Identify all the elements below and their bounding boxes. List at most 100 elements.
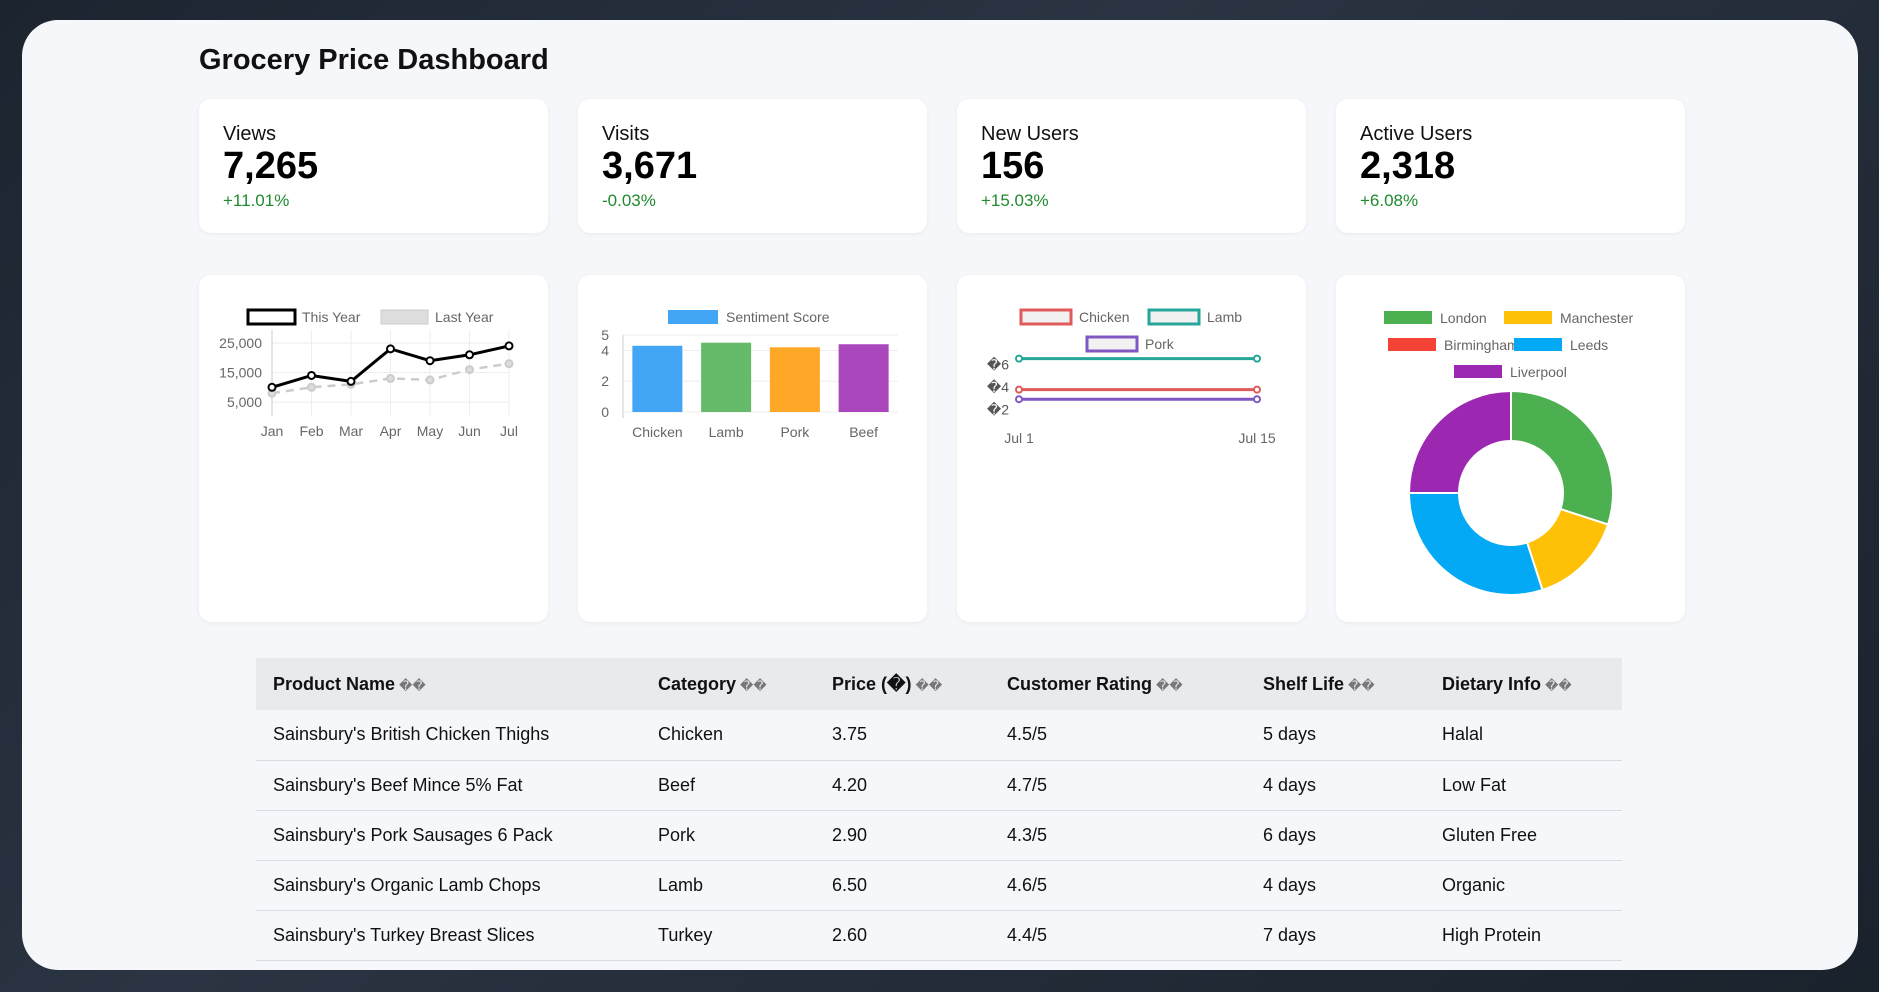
stat-change: +6.08% [1360, 191, 1419, 210]
table-row: Sainsbury's Pork Sausages 6 Pack Pork 2.… [256, 810, 1622, 860]
y-tick-label: 0 [601, 404, 609, 420]
column-header-shelf-life[interactable]: Shelf Life �� [1263, 673, 1375, 694]
sentiment-bar-chart: Sentiment Score 0 2 45 Chicken Lamb Pork Beef [601, 309, 898, 440]
product-table: Product Name �� Category �� Price (�) �� Cu… [256, 658, 1622, 961]
cell-category: Beef [658, 774, 696, 795]
table-header-row: Product Name �� Category �� Price (�) �� Cu… [256, 658, 1622, 710]
legend-swatch [1384, 311, 1432, 324]
page-title: Grocery Price Dashboard [199, 44, 549, 76]
stat-card-new-users: New Users 156 +15.03% [957, 99, 1306, 233]
data-point [465, 350, 474, 360]
cell-category: Lamb [658, 874, 704, 895]
x-tick-label: Beef [849, 424, 878, 440]
stat-value: 156 [981, 145, 1045, 187]
table-row: Sainsbury's Beef Mince 5% Fat Beef 4.20 … [256, 760, 1622, 810]
stat-change: +11.01% [223, 191, 290, 210]
cell-price: 2.90 [832, 824, 868, 845]
cell-price: 2.60 [832, 924, 868, 945]
cell-shelf-life: 6 days [1263, 824, 1317, 845]
slice-london [1510, 389, 1614, 526]
cell-category: Chicken [658, 724, 724, 745]
product-table-container: Product Name �� Category �� Price (�) �� Cu… [256, 658, 1622, 961]
table-row: Sainsbury's Turkey Breast Slices Turkey … [256, 910, 1622, 960]
sort-icon: �� [399, 677, 426, 693]
data-point [425, 375, 435, 385]
stat-label: Active Users [1360, 123, 1473, 145]
cell-rating: 4.7/5 [1007, 774, 1048, 795]
data-point [1253, 385, 1261, 394]
data-point [307, 370, 316, 380]
data-point [1015, 385, 1023, 394]
cell-shelf-life: 5 days [1263, 724, 1317, 745]
cell-shelf-life: 7 days [1263, 924, 1317, 945]
sort-icon: �� [740, 677, 767, 693]
x-tick-label: Jul 1 [1004, 430, 1034, 446]
sort-icon: �� [1156, 677, 1183, 693]
cell-rating: 4.4/5 [1007, 924, 1048, 945]
cell-rating: 4.5/5 [1007, 724, 1048, 745]
legend-label: Sentiment Score [726, 309, 830, 325]
x-tick-label: May [417, 423, 443, 439]
cell-dietary-info: Gluten Free [1442, 824, 1538, 845]
x-tick-label: Chicken [632, 424, 683, 440]
data-point [425, 356, 435, 366]
legend-label: Last Year [435, 309, 494, 325]
y-tick-label: 5 [601, 327, 609, 343]
x-tick-label: Feb [299, 423, 323, 439]
sort-icon: �� [1348, 677, 1375, 693]
cell-dietary-info: Low Fat [1442, 774, 1507, 795]
data-point [465, 365, 474, 375]
legend-label: Liverpool [1510, 364, 1567, 380]
views-line-chart: This Year Last Year 5,000 15,000 25,000 Jan Fe… [219, 308, 518, 439]
legend-swatch [1147, 308, 1201, 326]
chart-card-views-trend: This Year Last Year 5,000 15,000 25,000 Jan Fe… [199, 275, 548, 622]
cell-product-name: Sainsbury's Organic Lamb Chops [273, 874, 541, 895]
cell-price: 3.75 [832, 724, 868, 745]
dashboard-frame: Grocery Price Dashboard Views 7,265 +11.… [22, 20, 1858, 970]
y-tick-label: 5,000 [227, 394, 262, 410]
column-header-price[interactable]: Price (�) �� [832, 673, 943, 694]
y-tick-label: �2 [987, 401, 1009, 417]
legend-label: Manchester [1560, 310, 1633, 326]
chart-card-prices: Chicken Lamb Pork �2 �4 �6 Jul 1 Jul 15 [957, 275, 1306, 622]
legend-label: Lamb [1207, 309, 1242, 325]
column-header-category[interactable]: Category �� [658, 673, 767, 694]
legend-swatch [380, 309, 429, 325]
legend-label: Birmingham [1444, 337, 1519, 353]
y-tick-label: 15,000 [219, 365, 262, 381]
cell-product-name: Sainsbury's British Chicken Thighs [273, 724, 550, 745]
cell-shelf-life: 4 days [1263, 874, 1317, 895]
legend-swatch [246, 308, 297, 326]
legend-swatch [1454, 365, 1502, 378]
chart-card-sentiment: Sentiment Score 0 2 4 5 Chicken Lamb Pork Beef [578, 275, 927, 622]
stat-change: -0.03% [602, 191, 656, 210]
column-header-customer-rating[interactable]: Customer Rating �� [1007, 673, 1183, 694]
data-point [386, 373, 395, 383]
column-header-dietary-info[interactable]: Dietary Info �� [1442, 673, 1572, 694]
cell-price: 4.20 [832, 774, 868, 795]
price-line-chart: Chicken Lamb Pork �2 �4 �6 Jul 1 Jul 15 [987, 308, 1276, 446]
slice-leeds [1407, 492, 1544, 596]
legend-label: Pork [1145, 336, 1175, 352]
stat-change: +15.03% [981, 191, 1049, 210]
chart-card-regions: London Manchester Birmingham Leeds Liverpool [1336, 275, 1685, 622]
legend-swatch [668, 310, 718, 324]
sort-icon: �� [1545, 677, 1572, 693]
table-row: Sainsbury's British Chicken Thighs Chick… [256, 710, 1622, 760]
bar-lamb [701, 342, 752, 412]
table-row: Sainsbury's Organic Lamb Chops Lamb 6.50… [256, 860, 1622, 910]
y-tick-label: 2 [601, 373, 609, 389]
cell-category: Pork [658, 824, 696, 845]
legend-label: Leeds [1570, 337, 1608, 353]
stat-label: Views [223, 123, 276, 145]
legend-swatch [1504, 311, 1552, 324]
cell-product-name: Sainsbury's Turkey Breast Slices [273, 924, 535, 945]
stat-value: 7,265 [223, 145, 319, 187]
cell-rating: 4.3/5 [1007, 824, 1048, 845]
bar-beef [838, 344, 889, 412]
data-point [1015, 354, 1023, 363]
legend-label: This Year [302, 309, 361, 325]
column-header-product-name[interactable]: Product Name �� [273, 673, 426, 694]
slice-liverpool [1407, 389, 1512, 494]
cell-rating: 4.6/5 [1007, 874, 1048, 895]
